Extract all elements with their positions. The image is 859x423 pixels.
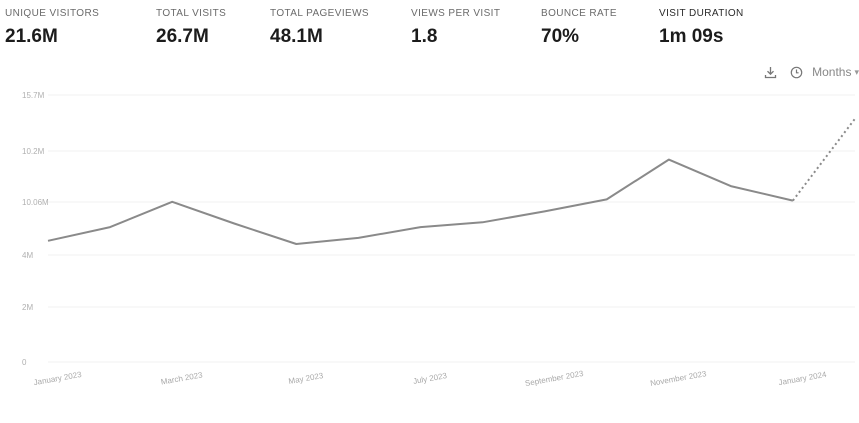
y-axis-ticks: 15.7M 10.2M 10.06M 4M 2M 0 bbox=[22, 91, 855, 367]
series-line[interactable] bbox=[47, 158, 794, 245]
data-point[interactable] bbox=[604, 196, 610, 202]
data-point[interactable] bbox=[852, 116, 858, 122]
y-tick-label: 4M bbox=[22, 251, 33, 260]
data-point[interactable] bbox=[418, 224, 424, 230]
data-point[interactable] bbox=[480, 219, 486, 225]
metric-views-per-visit[interactable]: VIEWS PER VISIT 1.8 bbox=[411, 8, 500, 48]
metric-label: VISIT DURATION bbox=[659, 8, 744, 19]
y-tick-label: 15.7M bbox=[22, 91, 45, 100]
x-tick-label: January 2024 bbox=[778, 370, 828, 387]
interval-label: Months bbox=[812, 65, 852, 79]
metric-bounce-rate[interactable]: BOUNCE RATE 70% bbox=[541, 8, 617, 48]
data-point[interactable] bbox=[542, 208, 548, 214]
metric-label: UNIQUE VISITORS bbox=[5, 8, 100, 19]
download-icon[interactable] bbox=[760, 62, 780, 82]
metric-unique-visitors[interactable]: UNIQUE VISITORS 21.6M bbox=[5, 8, 99, 48]
metric-value: 1m 09s bbox=[659, 26, 724, 47]
y-tick-label: 10.06M bbox=[22, 198, 49, 207]
metric-label: BOUNCE RATE bbox=[541, 8, 617, 19]
metric-total-pageviews[interactable]: TOTAL PAGEVIEWS 48.1M bbox=[270, 8, 369, 48]
data-point[interactable] bbox=[355, 235, 361, 241]
data-point[interactable] bbox=[45, 238, 51, 244]
x-tick-label: May 2023 bbox=[288, 371, 325, 386]
data-point[interactable] bbox=[790, 198, 796, 204]
data-point[interactable] bbox=[107, 224, 113, 230]
data-point[interactable] bbox=[169, 199, 175, 205]
metric-label: TOTAL PAGEVIEWS bbox=[270, 8, 369, 19]
data-point[interactable] bbox=[231, 221, 237, 227]
x-tick-label: January 2023 bbox=[33, 370, 83, 387]
chart-toolbar: Months ▾ bbox=[760, 60, 859, 84]
metric-visit-duration[interactable]: VISIT DURATION 1m 09s bbox=[659, 8, 744, 48]
metric-value: 21.6M bbox=[5, 26, 58, 47]
chart-series bbox=[45, 116, 858, 247]
x-axis-ticks: January 2023 March 2023 May 2023 July 2023 S… bbox=[33, 369, 828, 388]
chevron-down-icon: ▾ bbox=[854, 66, 859, 77]
metric-label: VIEWS PER VISIT bbox=[411, 8, 501, 19]
metric-total-visits[interactable]: TOTAL VISITS 26.7M bbox=[156, 8, 226, 48]
series-line-incomplete[interactable] bbox=[792, 118, 856, 202]
interval-select[interactable]: Months ▾ bbox=[812, 65, 859, 79]
y-tick-label: 10.2M bbox=[22, 147, 45, 156]
y-tick-label: 0 bbox=[22, 358, 27, 367]
metric-value: 26.7M bbox=[156, 26, 209, 47]
metric-value: 1.8 bbox=[411, 26, 438, 47]
data-point[interactable] bbox=[293, 241, 299, 247]
metric-value: 70% bbox=[541, 26, 580, 47]
y-tick-label: 2M bbox=[22, 303, 33, 312]
data-point[interactable] bbox=[728, 183, 734, 189]
metrics-bar: UNIQUE VISITORS 21.6M TOTAL VISITS 26.7M… bbox=[0, 0, 859, 60]
visitors-line-chart: 15.7M 10.2M 10.06M 4M 2M 0 January 2023 March … bbox=[22, 91, 858, 388]
x-tick-label: November 2023 bbox=[650, 369, 708, 388]
metric-value: 48.1M bbox=[270, 26, 323, 47]
data-point[interactable] bbox=[666, 157, 672, 163]
x-tick-label: July 2023 bbox=[412, 371, 448, 386]
clock-icon[interactable] bbox=[786, 62, 806, 82]
metric-label: TOTAL VISITS bbox=[156, 8, 227, 19]
x-tick-label: March 2023 bbox=[160, 370, 204, 386]
x-tick-label: September 2023 bbox=[524, 369, 584, 388]
